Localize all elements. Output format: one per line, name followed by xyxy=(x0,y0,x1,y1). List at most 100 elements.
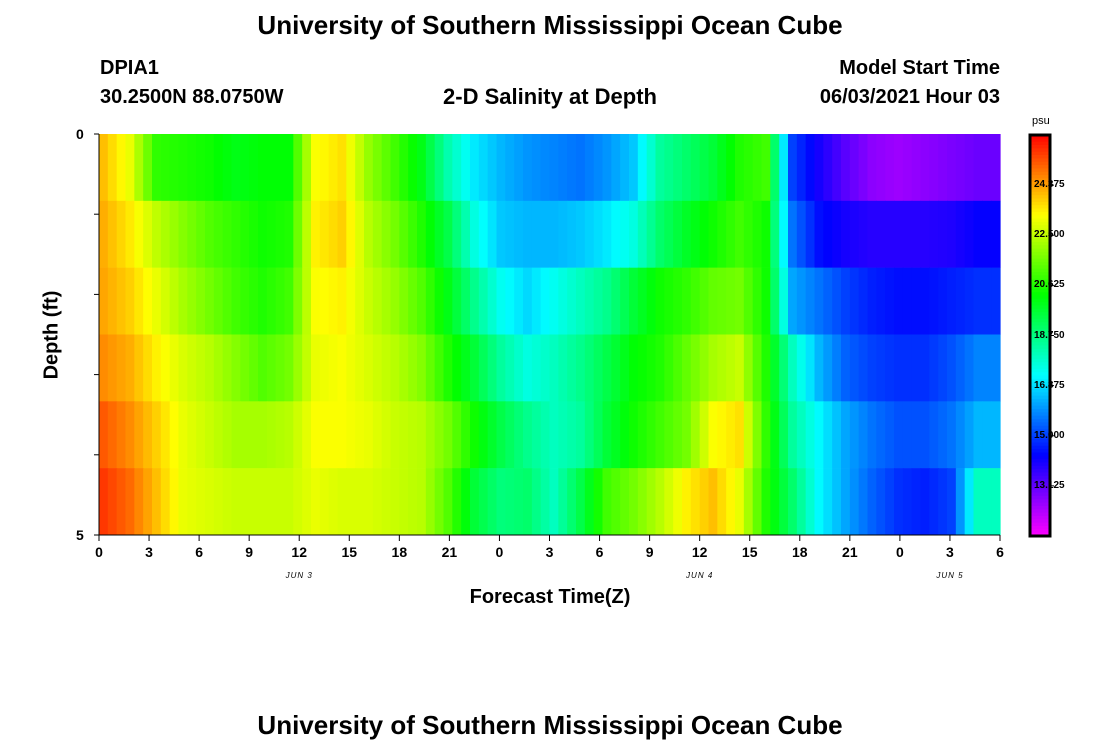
heatmap-cell xyxy=(841,468,851,536)
heatmap-cell xyxy=(169,200,180,268)
heatmap-cell xyxy=(549,267,559,335)
heatmap-cell xyxy=(169,468,180,536)
heatmap-cell xyxy=(593,134,604,202)
colorbar-swatch xyxy=(1030,525,1050,530)
heatmap-cell xyxy=(567,468,577,536)
heatmap-cell xyxy=(655,134,665,202)
heatmap-cell xyxy=(372,134,383,202)
heatmap-cell xyxy=(849,401,860,469)
heatmap-cell xyxy=(920,200,930,268)
heatmap-cell xyxy=(629,134,639,202)
heatmap-cell xyxy=(611,401,621,469)
heatmap-cell xyxy=(399,334,409,402)
station-coords: 30.2500N 88.0750W xyxy=(100,86,284,108)
heatmap-cell xyxy=(876,134,886,202)
heatmap-cell xyxy=(902,468,913,536)
heatmap-cell xyxy=(319,134,330,202)
heatmap-cell xyxy=(929,267,939,335)
colorbar-swatch xyxy=(1030,485,1050,490)
page-title: University of Southern Mississippi Ocean… xyxy=(257,10,843,40)
heatmap-cell xyxy=(788,134,798,202)
heatmap-cell xyxy=(134,334,144,402)
heatmap-cell xyxy=(99,334,109,402)
heatmap-cell xyxy=(964,468,975,536)
heatmap-cell xyxy=(629,334,639,402)
heatmap-cell xyxy=(770,267,780,335)
heatmap-cell xyxy=(319,334,330,402)
heatmap-cell xyxy=(169,134,180,202)
heatmap-cell xyxy=(487,334,498,402)
colorbar-swatch xyxy=(1030,312,1050,316)
colorbar-swatch xyxy=(1030,191,1050,196)
heatmap-cell xyxy=(876,468,886,536)
heatmap-cell xyxy=(275,134,286,202)
heatmap-cell xyxy=(699,401,710,469)
colorbar-swatch xyxy=(1030,355,1050,360)
heatmap-cell xyxy=(319,401,330,469)
heatmap-cell xyxy=(240,468,250,536)
colorbar-swatch xyxy=(1030,148,1050,153)
colorbar-swatch xyxy=(1030,398,1050,403)
heatmap-cell xyxy=(673,134,683,202)
heatmap-cell xyxy=(929,134,939,202)
colorbar-swatch xyxy=(1030,245,1050,250)
heatmap-cell xyxy=(496,468,506,536)
heatmap-cell xyxy=(125,401,135,469)
heatmap-cell xyxy=(116,401,127,469)
colorbar-swatch xyxy=(1030,235,1050,239)
heatmap-cell xyxy=(911,468,922,536)
heatmap-cell xyxy=(947,134,957,202)
heatmap-cell xyxy=(708,200,718,268)
heatmap-cell xyxy=(973,200,983,268)
x-tick-label: 18 xyxy=(791,544,808,560)
heatmap-cell xyxy=(381,134,392,202)
heatmap-cell xyxy=(752,334,763,402)
heatmap-cell xyxy=(991,401,1001,469)
heatmap-cell xyxy=(487,134,498,202)
colorbar-swatch xyxy=(1030,221,1050,226)
heatmap-cell xyxy=(434,267,445,335)
heatmap-cell xyxy=(328,267,339,335)
heatmap-cell xyxy=(249,134,259,202)
heatmap-cell xyxy=(761,134,771,202)
heatmap-cell xyxy=(266,267,277,335)
heatmap-cell xyxy=(964,200,975,268)
colorbar-swatch xyxy=(1030,175,1050,179)
heatmap-cell xyxy=(249,401,259,469)
heatmap-cell xyxy=(805,334,816,402)
x-tick-label: 12 xyxy=(691,544,708,560)
heatmap-cell xyxy=(434,334,445,402)
heatmap-cell xyxy=(531,200,542,268)
heatmap-cell xyxy=(823,401,833,469)
colorbar-swatch xyxy=(1030,215,1050,219)
colorbar-swatch xyxy=(1030,168,1050,173)
colorbar-swatch xyxy=(1030,345,1050,350)
heatmap-cell xyxy=(505,267,515,335)
colorbar-swatch xyxy=(1030,332,1050,336)
heatmap-cell xyxy=(205,267,215,335)
colorbar-swatch xyxy=(1030,409,1050,413)
heatmap-cell xyxy=(682,200,692,268)
heatmap-cell xyxy=(178,200,188,268)
colorbar-swatch xyxy=(1030,412,1050,417)
heatmap-cell xyxy=(735,334,745,402)
heatmap-cell xyxy=(372,468,383,536)
heatmap-cell xyxy=(823,468,833,536)
heatmap-cell xyxy=(328,200,339,268)
heatmap-cell xyxy=(673,401,683,469)
heatmap-cell xyxy=(293,468,303,536)
heatmap-cell xyxy=(885,267,895,335)
heatmap-cell xyxy=(673,200,683,268)
heatmap-cell xyxy=(894,334,904,402)
heatmap-cell xyxy=(761,267,771,335)
heatmap-cell xyxy=(646,334,657,402)
heatmap-cell xyxy=(567,267,577,335)
heatmap-cell xyxy=(858,134,869,202)
heatmap-cell xyxy=(743,468,754,536)
heatmap-cell xyxy=(558,267,568,335)
heatmap-cell xyxy=(496,334,506,402)
heatmap-cell xyxy=(814,401,824,469)
heatmap-cell xyxy=(99,134,109,202)
heatmap-cell xyxy=(876,401,886,469)
heatmap-cell xyxy=(646,267,657,335)
